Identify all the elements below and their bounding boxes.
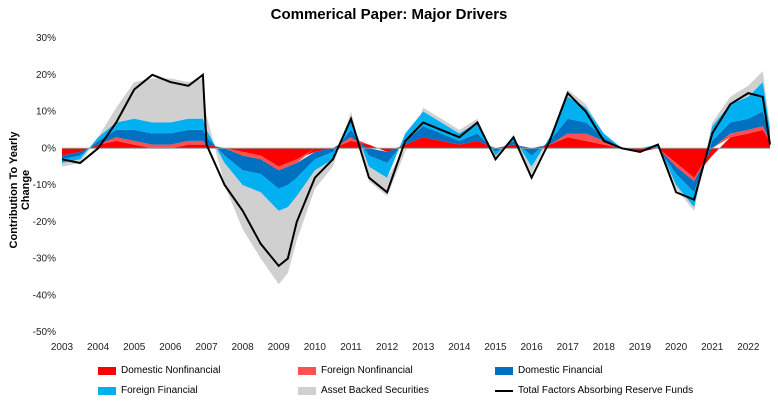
x-tick-label: 2013: [412, 342, 435, 353]
x-tick-label: 2015: [484, 342, 507, 353]
y-tick-label: -30%: [33, 254, 56, 265]
x-tick-label: 2003: [51, 342, 74, 353]
area-foreign-financial: [62, 82, 770, 211]
x-tick-label: 2004: [87, 342, 110, 353]
chart-title: Commerical Paper: Major Drivers: [270, 6, 508, 23]
area-domestic-financial: [62, 111, 770, 193]
x-tick-label: 2022: [737, 342, 760, 353]
area-asset-backed-securities: [62, 71, 770, 285]
x-tick-label: 2006: [159, 342, 182, 353]
x-tick-label: 2007: [195, 342, 218, 353]
x-tick-label: 2014: [448, 342, 471, 353]
area-foreign-nonfinancial: [62, 126, 770, 182]
y-tick-label: 30%: [36, 33, 56, 44]
x-tick-label: 2017: [557, 342, 580, 353]
x-tick-label: 2005: [123, 342, 146, 353]
y-tick-label: 10%: [36, 107, 56, 118]
y-tick-label: -10%: [33, 180, 56, 191]
x-tick-label: 2011: [340, 342, 362, 353]
x-tick-label: 2016: [520, 342, 543, 353]
y-tick-label: 0%: [42, 143, 57, 154]
y-tick-label: -50%: [33, 327, 56, 338]
x-ticks: 2003 2004 2005 2006 2007 2008 2009 2010 2011 2012…: [51, 342, 760, 353]
x-tick-label: 2012: [376, 342, 399, 353]
x-tick-label: 2020: [665, 342, 688, 353]
x-tick-label: 2008: [231, 342, 254, 353]
y-tick-label: -20%: [33, 217, 56, 228]
x-tick-label: 2010: [304, 342, 327, 353]
x-tick-label: 2009: [268, 342, 291, 353]
y-tick-label: 20%: [36, 70, 56, 81]
y-tick-label: -40%: [33, 290, 56, 301]
x-tick-label: 2019: [629, 342, 652, 353]
stacked-areas: [62, 71, 770, 285]
x-tick-label: 2018: [593, 342, 616, 353]
x-tick-label: 2021: [701, 342, 724, 353]
total-factors-line: [61, 72, 771, 268]
y-ticks: 30% 20% 10% 0% -10% -20% -30% -40% -50%: [33, 33, 56, 338]
